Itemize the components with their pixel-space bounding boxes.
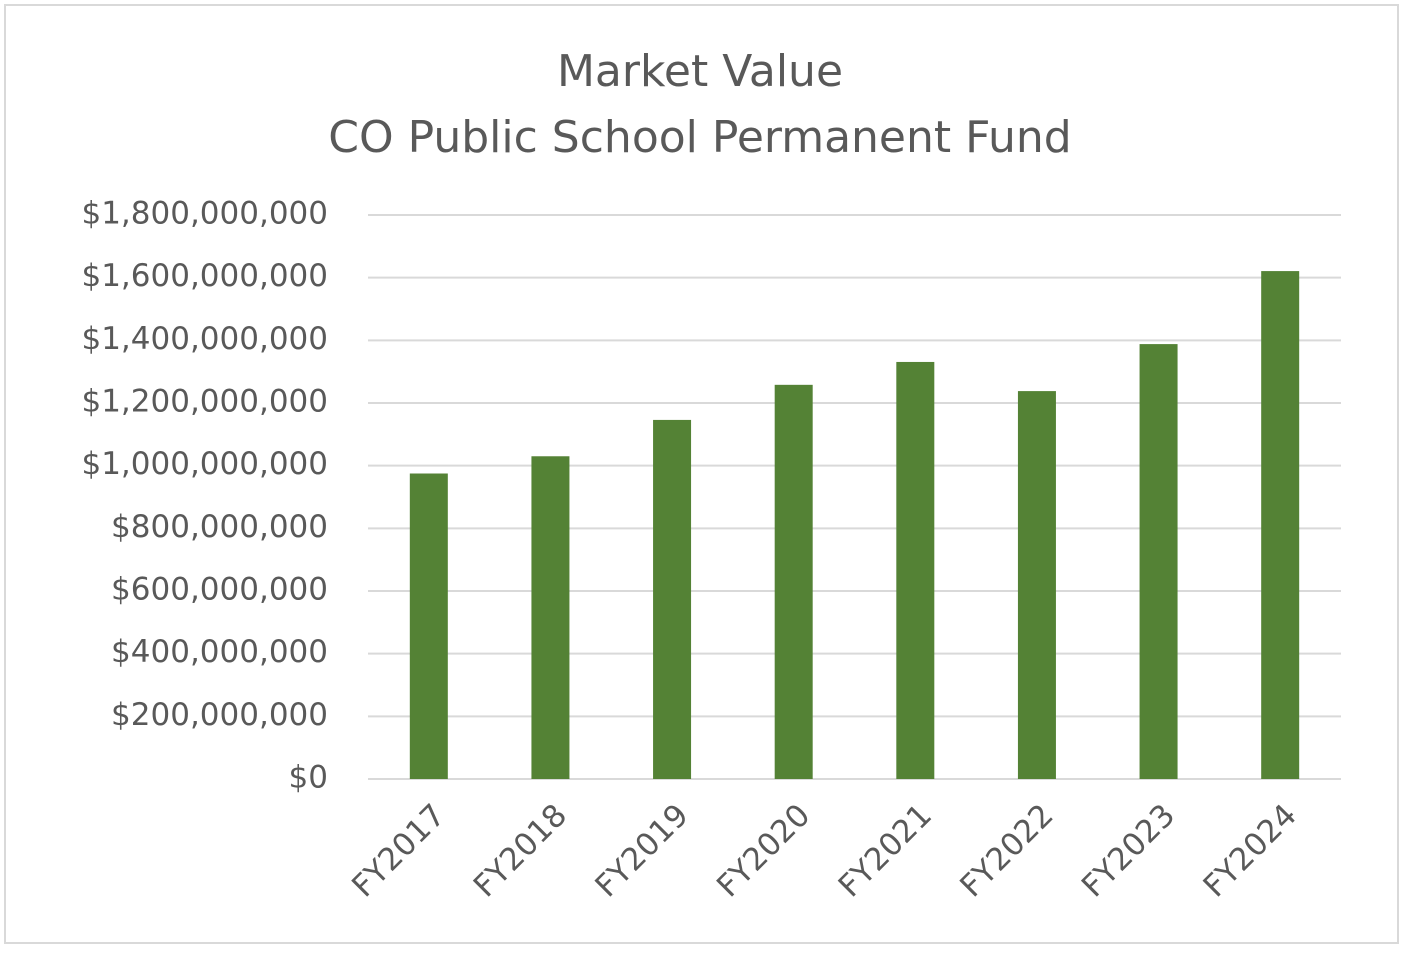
y-tick-label: $600,000,000 xyxy=(111,572,328,608)
y-tick-label: $1,400,000,000 xyxy=(81,321,328,357)
y-tick-label: $1,600,000,000 xyxy=(81,258,328,294)
bar xyxy=(1139,344,1178,779)
y-tick-label: $0 xyxy=(289,760,328,796)
y-tick-label: $800,000,000 xyxy=(111,509,328,545)
bar xyxy=(653,419,692,779)
bar xyxy=(531,456,570,779)
y-tick-label: $400,000,000 xyxy=(111,634,328,670)
bar xyxy=(409,473,448,779)
bar xyxy=(774,384,813,779)
bar xyxy=(896,361,935,779)
chart-title: Market Value xyxy=(557,46,843,97)
y-tick-label: $1,200,000,000 xyxy=(81,384,328,420)
y-tick-label: $200,000,000 xyxy=(111,697,328,733)
bar xyxy=(1261,271,1300,779)
bar xyxy=(1017,391,1056,779)
chart-subtitle: CO Public School Permanent Fund xyxy=(328,112,1071,163)
y-tick-label: $1,800,000,000 xyxy=(81,196,328,232)
y-tick-label: $1,000,000,000 xyxy=(81,446,328,482)
